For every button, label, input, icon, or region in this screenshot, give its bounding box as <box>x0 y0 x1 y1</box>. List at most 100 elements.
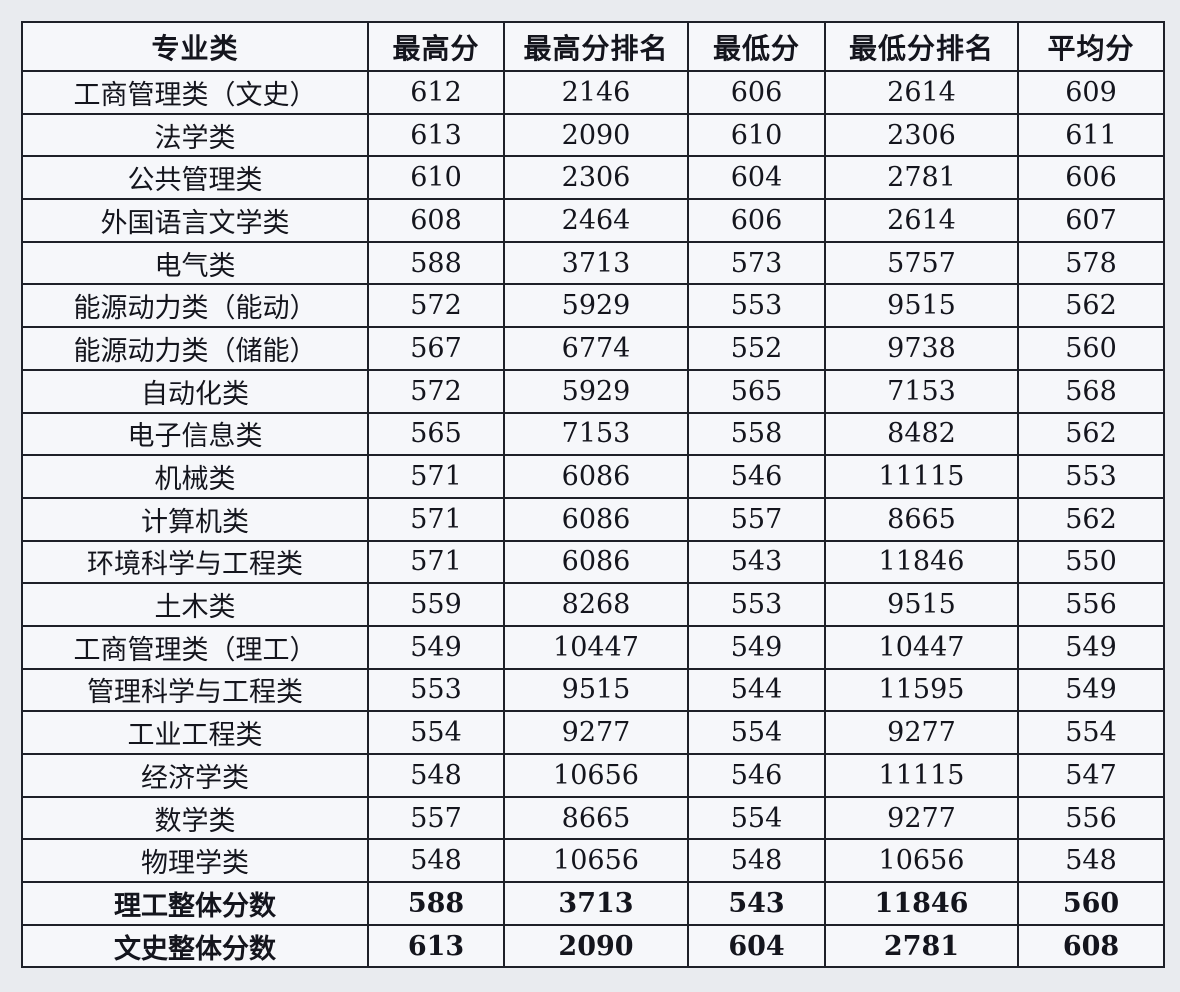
max-rank-cell: 9277 <box>503 710 689 755</box>
min-rank-cell: 11115 <box>824 454 1019 499</box>
max-rank-cell: 7153 <box>503 411 689 457</box>
max-score-cell: 548 <box>367 753 505 798</box>
table-row: 工业工程类 554 9277 554 9277 554 <box>21 710 1165 755</box>
min-rank-cell: 8665 <box>824 496 1019 542</box>
avg-score-cell: 562 <box>1017 496 1165 542</box>
min-score-cell: 558 <box>687 411 826 457</box>
table-row: 土木类 559 8268 553 9515 556 <box>21 582 1165 627</box>
min-score-cell: 554 <box>687 795 826 841</box>
max-score-cell: 572 <box>367 368 505 414</box>
max-rank-cell: 5929 <box>503 368 689 414</box>
major-cell: 土木类 <box>21 582 369 627</box>
max-score-cell: 554 <box>367 710 505 755</box>
min-score-cell: 606 <box>687 70 826 115</box>
avg-score-cell: 611 <box>1017 112 1165 158</box>
avg-score-cell: 554 <box>1017 710 1165 755</box>
max-rank-cell: 2464 <box>503 198 689 243</box>
max-rank-cell: 5929 <box>503 283 689 329</box>
table-row: 计算机类 571 6086 557 8665 562 <box>21 496 1165 542</box>
major-cell: 管理科学与工程类 <box>21 667 369 713</box>
avg-score-cell: 548 <box>1017 838 1165 884</box>
min-rank-cell: 2614 <box>824 198 1019 243</box>
min-score-cell: 543 <box>687 539 826 585</box>
max-score-cell: 567 <box>367 326 505 371</box>
major-cell: 工商管理类（理工） <box>21 624 369 670</box>
major-cell: 机械类 <box>21 454 369 499</box>
major-cell: 工商管理类（文史） <box>21 70 369 115</box>
table-row: 机械类 571 6086 546 11115 553 <box>21 454 1165 499</box>
max-rank-cell: 8268 <box>503 582 689 627</box>
min-rank-cell: 9515 <box>824 582 1019 627</box>
avg-score-cell: 549 <box>1017 624 1165 670</box>
column-header-max-rank: 最高分排名 <box>503 21 689 72</box>
min-score-cell: 546 <box>687 753 826 798</box>
avg-score-cell: 578 <box>1017 240 1165 286</box>
major-cell: 外国语言文学类 <box>21 198 369 243</box>
avg-score-cell: 609 <box>1017 70 1165 115</box>
avg-score-cell: 556 <box>1017 582 1165 627</box>
avg-score-cell: 560 <box>1017 326 1165 371</box>
table-row: 外国语言文学类 608 2464 606 2614 607 <box>21 198 1165 243</box>
table-row: 物理学类 548 10656 548 10656 548 <box>21 838 1165 884</box>
table-row: 工商管理类（文史） 612 2146 606 2614 609 <box>21 70 1165 115</box>
header-row: 专业类 最高分 最高分排名 最低分 最低分排名 平均分 <box>21 21 1165 72</box>
avg-score-cell: 560 <box>1017 881 1165 926</box>
max-score-cell: 588 <box>367 881 505 926</box>
table-row: 法学类 613 2090 610 2306 611 <box>21 112 1165 158</box>
max-score-cell: 588 <box>367 240 505 286</box>
max-score-cell: 612 <box>367 70 505 115</box>
avg-score-cell: 550 <box>1017 539 1165 585</box>
major-cell: 理工整体分数 <box>21 881 369 926</box>
max-rank-cell: 10656 <box>503 753 689 798</box>
min-rank-cell: 11846 <box>824 539 1019 585</box>
min-score-cell: 554 <box>687 710 826 755</box>
max-score-cell: 608 <box>367 198 505 243</box>
column-header-avg-score: 平均分 <box>1017 21 1165 72</box>
min-rank-cell: 11846 <box>824 881 1019 926</box>
avg-score-cell: 549 <box>1017 667 1165 713</box>
min-rank-cell: 11595 <box>824 667 1019 713</box>
table-row: 电子信息类 565 7153 558 8482 562 <box>21 411 1165 457</box>
min-rank-cell: 9738 <box>824 326 1019 371</box>
max-rank-cell: 2090 <box>503 923 689 969</box>
avg-score-cell: 556 <box>1017 795 1165 841</box>
major-cell: 数学类 <box>21 795 369 841</box>
max-rank-cell: 3713 <box>503 240 689 286</box>
table-row: 工商管理类（理工） 549 10447 549 10447 549 <box>21 624 1165 670</box>
min-rank-cell: 10656 <box>824 838 1019 884</box>
min-rank-cell: 2614 <box>824 70 1019 115</box>
column-header-min-score: 最低分 <box>687 21 826 72</box>
table-row: 能源动力类（能动） 572 5929 553 9515 562 <box>21 283 1165 329</box>
min-score-cell: 604 <box>687 923 826 969</box>
min-rank-cell: 2781 <box>824 155 1019 201</box>
table-row: 公共管理类 610 2306 604 2781 606 <box>21 155 1165 201</box>
max-score-cell: 572 <box>367 283 505 329</box>
min-rank-cell: 5757 <box>824 240 1019 286</box>
table-row: 数学类 557 8665 554 9277 556 <box>21 795 1165 841</box>
max-score-cell: 571 <box>367 496 505 542</box>
avg-score-cell: 606 <box>1017 155 1165 201</box>
min-score-cell: 553 <box>687 283 826 329</box>
avg-score-cell: 547 <box>1017 753 1165 798</box>
major-cell: 能源动力类（能动） <box>21 283 369 329</box>
max-rank-cell: 6774 <box>503 326 689 371</box>
avg-score-cell: 562 <box>1017 283 1165 329</box>
major-cell: 公共管理类 <box>21 155 369 201</box>
min-rank-cell: 2781 <box>824 923 1019 969</box>
table-row: 经济学类 548 10656 546 11115 547 <box>21 753 1165 798</box>
table-row: 电气类 588 3713 573 5757 578 <box>21 240 1165 286</box>
min-rank-cell: 2306 <box>824 112 1019 158</box>
major-cell: 能源动力类（储能） <box>21 326 369 371</box>
max-score-cell: 559 <box>367 582 505 627</box>
min-rank-cell: 10447 <box>824 624 1019 670</box>
major-cell: 电子信息类 <box>21 411 369 457</box>
min-score-cell: 553 <box>687 582 826 627</box>
avg-score-cell: 562 <box>1017 411 1165 457</box>
min-rank-cell: 11115 <box>824 753 1019 798</box>
major-cell: 环境科学与工程类 <box>21 539 369 585</box>
min-score-cell: 546 <box>687 454 826 499</box>
major-cell: 物理学类 <box>21 838 369 884</box>
max-score-cell: 549 <box>367 624 505 670</box>
table-row: 环境科学与工程类 571 6086 543 11846 550 <box>21 539 1165 585</box>
min-rank-cell: 9277 <box>824 710 1019 755</box>
